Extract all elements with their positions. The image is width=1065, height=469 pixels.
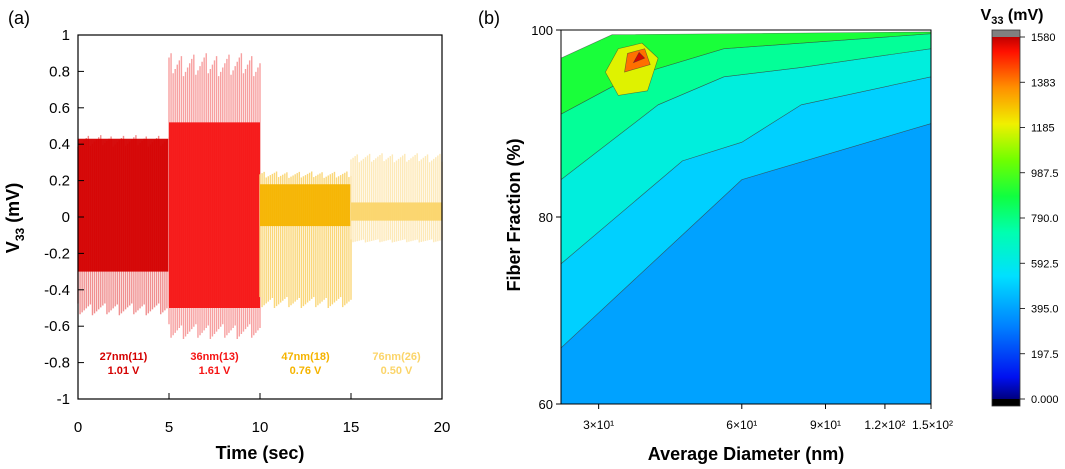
colorbar-tick-label: 197.5 [1031,349,1059,361]
y-tick-label: 100 [531,23,553,38]
x-tick-label: 3×10¹ [583,418,614,432]
y-tick-label: 0.8 [49,63,70,80]
panel-a-y-axis-label: V33 (mV) [3,183,27,253]
series-3-signal [259,171,352,308]
series-2-band [169,122,260,308]
panel-b-y-tick-labels: 60 80 100 [531,23,553,412]
x-tick-label: 6×10¹ [726,418,757,432]
x-tick-label: 1.2×10² [864,418,905,432]
colorbar-underflow-cap [992,399,1020,406]
x-tick-label: 10 [252,419,269,436]
series-3-name: 47nm(18) [281,351,330,363]
series-1-name: 27nm(11) [100,351,148,363]
colorbar-tick-label: 790.0 [1031,213,1059,225]
colorbar-tick-labels: 1580 1383 1185 987.5 790.0 592.5 395.0 197.5 0.0… [1020,32,1059,406]
colorbar: V33 (mV) 1580 1383 1185 987.5 790.0 592.5 395.… [981,7,1059,407]
colorbar-tick-label: 1383 [1031,77,1055,89]
colorbar-tick-label: 395.0 [1031,304,1059,316]
series-3-band [260,184,351,227]
colorbar-overflow-cap [992,30,1020,37]
colorbar-gradient [992,37,1020,399]
y-tick-label: -0.4 [44,282,70,299]
panel-a: (a) -1 -0.8 -0.6 -0.4 -0.2 0 0.2 0.4 0.6 0.8 1 0 5 1… [3,8,450,463]
panel-b-x-tick-labels: 3×10¹ 6×10¹ 9×10¹ 1.2×10² 1.5×10² [583,418,953,432]
panel-a-x-tick-labels: 0 5 10 15 20 [74,419,451,436]
contour-region-8 [632,51,646,64]
colorbar-tick-label: 1580 [1031,32,1055,44]
x-tick-label: 1.5×10² [912,418,953,432]
panel-b-label: (b) [478,8,500,28]
panel-b-contour-area [561,30,931,404]
series-1-signal [77,135,170,316]
colorbar-tick-label: 987.5 [1031,168,1059,180]
series-4-voltage: 0.50 V [381,365,413,377]
series-4-name: 76nm(26) [372,351,421,363]
panel-a-plot-area [77,53,443,339]
panel-a-label: (a) [8,8,30,28]
series-4-signal [350,153,443,243]
y-tick-label: -0.2 [44,245,70,262]
y-tick-label: -0.8 [44,355,70,372]
panel-b-x-axis-label: Average Diameter (nm) [648,444,844,464]
panel-b-axes [556,29,932,409]
series-2-signal [168,53,261,339]
y-tick-label: 60 [539,397,553,412]
panel-b: (b) 60 80 100 3×10¹ 6×10¹ 9×10¹ 1.2×10² 1.5×10… [478,7,1059,464]
x-tick-label: 9×10¹ [810,418,841,432]
panel-b-y-axis-label: Fiber Fraction (%) [504,138,524,291]
x-tick-label: 0 [74,419,82,436]
x-tick-label: 15 [343,419,360,436]
colorbar-tick-label: 0.000 [1031,394,1059,406]
y-tick-label: -0.6 [44,318,70,335]
series-2-voltage: 1.61 V [199,365,231,377]
y-tick-label: 1 [62,27,70,44]
y-tick-label: -1 [57,391,70,408]
series-4-band [351,202,442,221]
colorbar-tick-label: 592.5 [1031,258,1059,270]
x-tick-label: 5 [165,419,173,436]
panel-a-x-axis-label: Time (sec) [216,443,305,463]
panel-a-y-tick-labels: -1 -0.8 -0.6 -0.4 -0.2 0 0.2 0.4 0.6 0.8 1 [44,27,70,408]
y-tick-label: 0.4 [49,136,70,153]
y-tick-label: 0.2 [49,173,70,190]
colorbar-tick-label: 1185 [1031,123,1055,135]
y-tick-label: 0.6 [49,100,70,117]
panel-a-axes [77,34,443,400]
series-1-band [78,138,169,272]
y-tick-label: 80 [539,210,553,225]
panel-a-annotations: 27nm(11) 1.01 V 36nm(13) 1.61 V 47nm(18) 0.76… [100,351,421,377]
x-tick-label: 20 [434,419,451,436]
series-1-voltage: 1.01 V [108,365,140,377]
y-tick-label: 0 [62,209,70,226]
colorbar-title: V33 (mV) [981,7,1044,27]
series-2-name: 36nm(13) [190,351,239,363]
series-3-voltage: 0.76 V [290,365,322,377]
